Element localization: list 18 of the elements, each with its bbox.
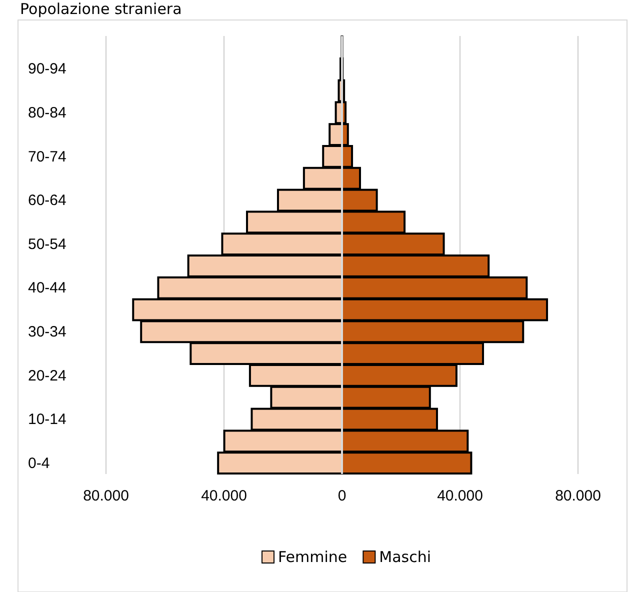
y-tick-label: 20-24	[28, 367, 66, 384]
y-tick-label: 60-64	[28, 192, 66, 210]
legend-label: Maschi	[379, 548, 432, 566]
x-tick-label: 80.000	[83, 488, 129, 505]
legend-label: Femmine	[278, 548, 348, 566]
y-tick-label: 90-94	[28, 60, 66, 78]
y-tick-label: 0-4	[28, 454, 50, 472]
x-tick-label: 40.000	[437, 488, 483, 505]
y-tick-label: 10-14	[28, 411, 66, 428]
y-tick-label: 50-54	[28, 236, 66, 253]
y-tick-label: 30-34	[28, 323, 66, 340]
x-tick-label: 0	[338, 488, 346, 505]
y-tick-label: 70-74	[28, 148, 66, 166]
y-tick-label: 80-84	[28, 104, 66, 122]
y-tick-label: 40-44	[28, 280, 66, 297]
x-tick-label: 40.000	[201, 488, 247, 505]
chart-title: Popolazione straniera	[20, 0, 182, 18]
x-tick-label: 80.000	[555, 488, 601, 505]
